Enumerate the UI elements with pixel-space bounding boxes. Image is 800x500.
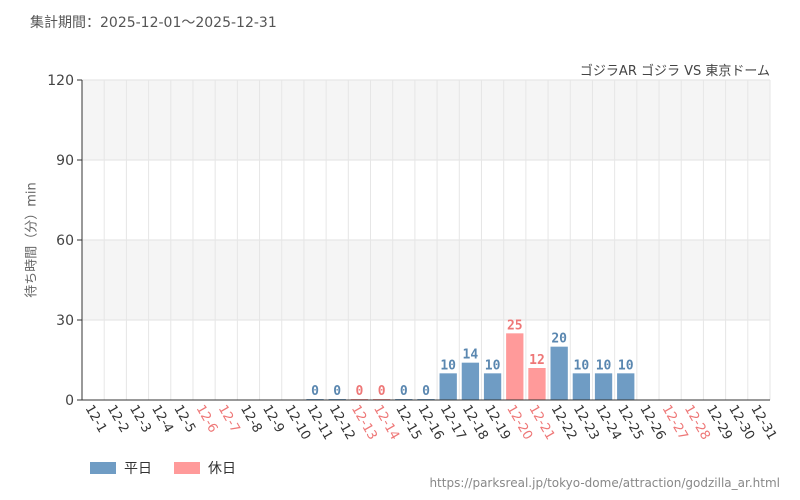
data-label-12-24: 10	[596, 358, 612, 373]
legend-holiday: 休日	[174, 458, 236, 478]
bar-12-23[interactable]	[572, 373, 591, 400]
data-label-12-18: 14	[463, 348, 479, 363]
bar-12-21[interactable]	[528, 368, 546, 400]
legend: 平日 休日	[90, 458, 236, 478]
data-label-12-23: 10	[574, 358, 590, 373]
bar-12-24[interactable]	[594, 373, 613, 400]
y-tick-label: 30	[56, 313, 74, 329]
legend-holiday-swatch	[174, 462, 200, 474]
data-label-12-12: 0	[333, 384, 341, 399]
x-tick-label: 12-2	[104, 403, 132, 436]
data-label-12-25: 10	[618, 358, 634, 373]
data-label-12-14: 0	[378, 384, 386, 399]
data-label-12-16: 0	[422, 384, 430, 399]
plot-band	[82, 160, 770, 240]
x-tick-label: 12-6	[193, 403, 221, 436]
x-tick-label: 12-8	[237, 403, 265, 436]
data-label-12-15: 0	[400, 384, 408, 399]
data-label-12-20: 25	[507, 318, 523, 333]
x-tick-label: 12-5	[170, 403, 198, 436]
legend-weekday-swatch	[90, 462, 116, 474]
y-tick-label: 120	[47, 73, 74, 89]
legend-weekday: 平日	[90, 458, 152, 478]
data-label-12-22: 20	[551, 332, 567, 347]
bar-12-20[interactable]	[506, 333, 524, 400]
legend-weekday-label: 平日	[124, 461, 152, 477]
x-tick-label: 12-3	[126, 403, 154, 436]
bar-12-25[interactable]	[617, 373, 635, 400]
bar-12-17[interactable]	[439, 373, 457, 400]
data-label-12-11: 0	[311, 384, 319, 399]
data-label-12-19: 10	[485, 358, 501, 373]
legend-holiday-label: 休日	[208, 461, 236, 477]
plot-band	[82, 320, 770, 400]
x-tick-label: 12-4	[148, 403, 176, 436]
source-url[interactable]: https://parksreal.jp/tokyo-dome/attracti…	[429, 476, 780, 490]
y-tick-label: 0	[65, 393, 74, 409]
bar-12-18[interactable]	[461, 362, 480, 400]
attraction-name: ゴジラAR ゴジラ VS 東京ドーム	[579, 64, 770, 79]
y-tick-label: 60	[56, 233, 74, 249]
bar-12-22[interactable]	[550, 346, 568, 400]
data-label-12-13: 0	[356, 384, 364, 399]
plot-band	[82, 240, 770, 320]
bar-12-19[interactable]	[483, 373, 502, 400]
y-tick-label: 90	[56, 153, 74, 169]
period-label: 集計期間：2025-12-01～2025-12-31	[30, 15, 277, 31]
x-tick-label: 12-9	[259, 403, 287, 436]
plot-band	[82, 80, 770, 160]
data-label-12-21: 12	[529, 353, 545, 368]
x-tick-label: 12-7	[215, 403, 243, 436]
data-label-12-17: 10	[440, 358, 456, 373]
x-tick-label: 12-1	[82, 403, 110, 436]
